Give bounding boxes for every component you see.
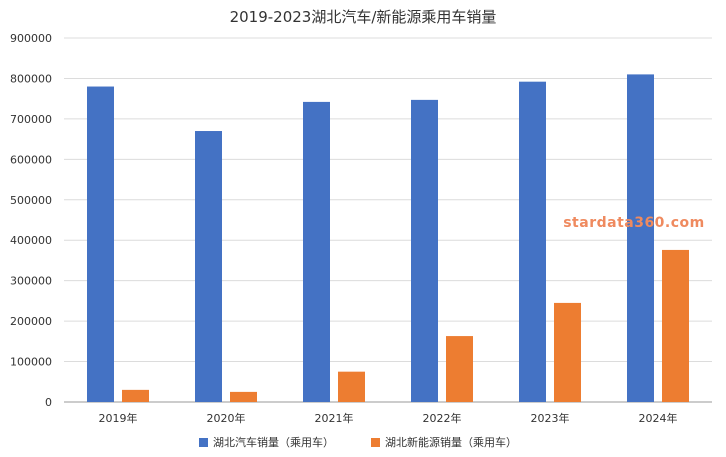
legend: 湖北汽车销量（乘用车） 湖北新能源销量（乘用车） [199,435,517,449]
y-axis-ticks: 0 100000 200000 300000 400000 500000 600000 700… [10,32,52,409]
y-tick-label: 800000 [10,72,52,85]
x-tick-label: 2024年 [639,411,678,425]
y-tick-label: 100000 [10,356,52,369]
y-tick-label: 200000 [10,315,52,328]
y-tick-label: 0 [45,396,52,409]
bar-total-1 [195,131,222,402]
y-tick-label: 500000 [10,194,52,207]
bar-total-0 [87,86,114,403]
y-tick-label: 600000 [10,153,52,166]
x-tick-label: 2021年 [315,411,354,425]
y-tick-label: 700000 [10,113,52,126]
bar-total-4 [519,81,546,403]
bar-nev-5 [662,249,689,402]
legend-label-1: 湖北新能源销量（乘用车） [385,435,517,449]
bar-total-2 [303,101,330,402]
bar-total-5 [627,74,654,403]
y-tick-label: 900000 [10,32,52,45]
legend-swatch-1 [371,438,380,447]
x-tick-label: 2019年 [99,411,138,425]
bar-nev-2 [338,371,365,402]
bar-nev-1 [230,391,257,402]
legend-label-0: 湖北汽车销量（乘用车） [213,435,334,449]
watermark: stardata360.com [563,215,705,231]
x-axis-ticks: 2019年 2020年 2021年 2022年 2023年 2024年 [99,411,678,425]
bar-nev-4 [554,302,581,402]
y-tick-label: 300000 [10,275,52,288]
legend-swatch-0 [199,438,208,447]
y-tick-label: 400000 [10,234,52,247]
x-tick-label: 2022年 [423,411,462,425]
gridlines [64,37,712,403]
bar-nev-0 [122,389,149,402]
bar-total-3 [411,99,438,402]
x-tick-label: 2020年 [207,411,246,425]
bar-nev-3 [446,336,473,402]
x-tick-label: 2023年 [531,411,570,425]
bars [87,74,689,403]
chart-title: 2019-2023湖北汽车/新能源乘用车销量 [230,8,497,26]
